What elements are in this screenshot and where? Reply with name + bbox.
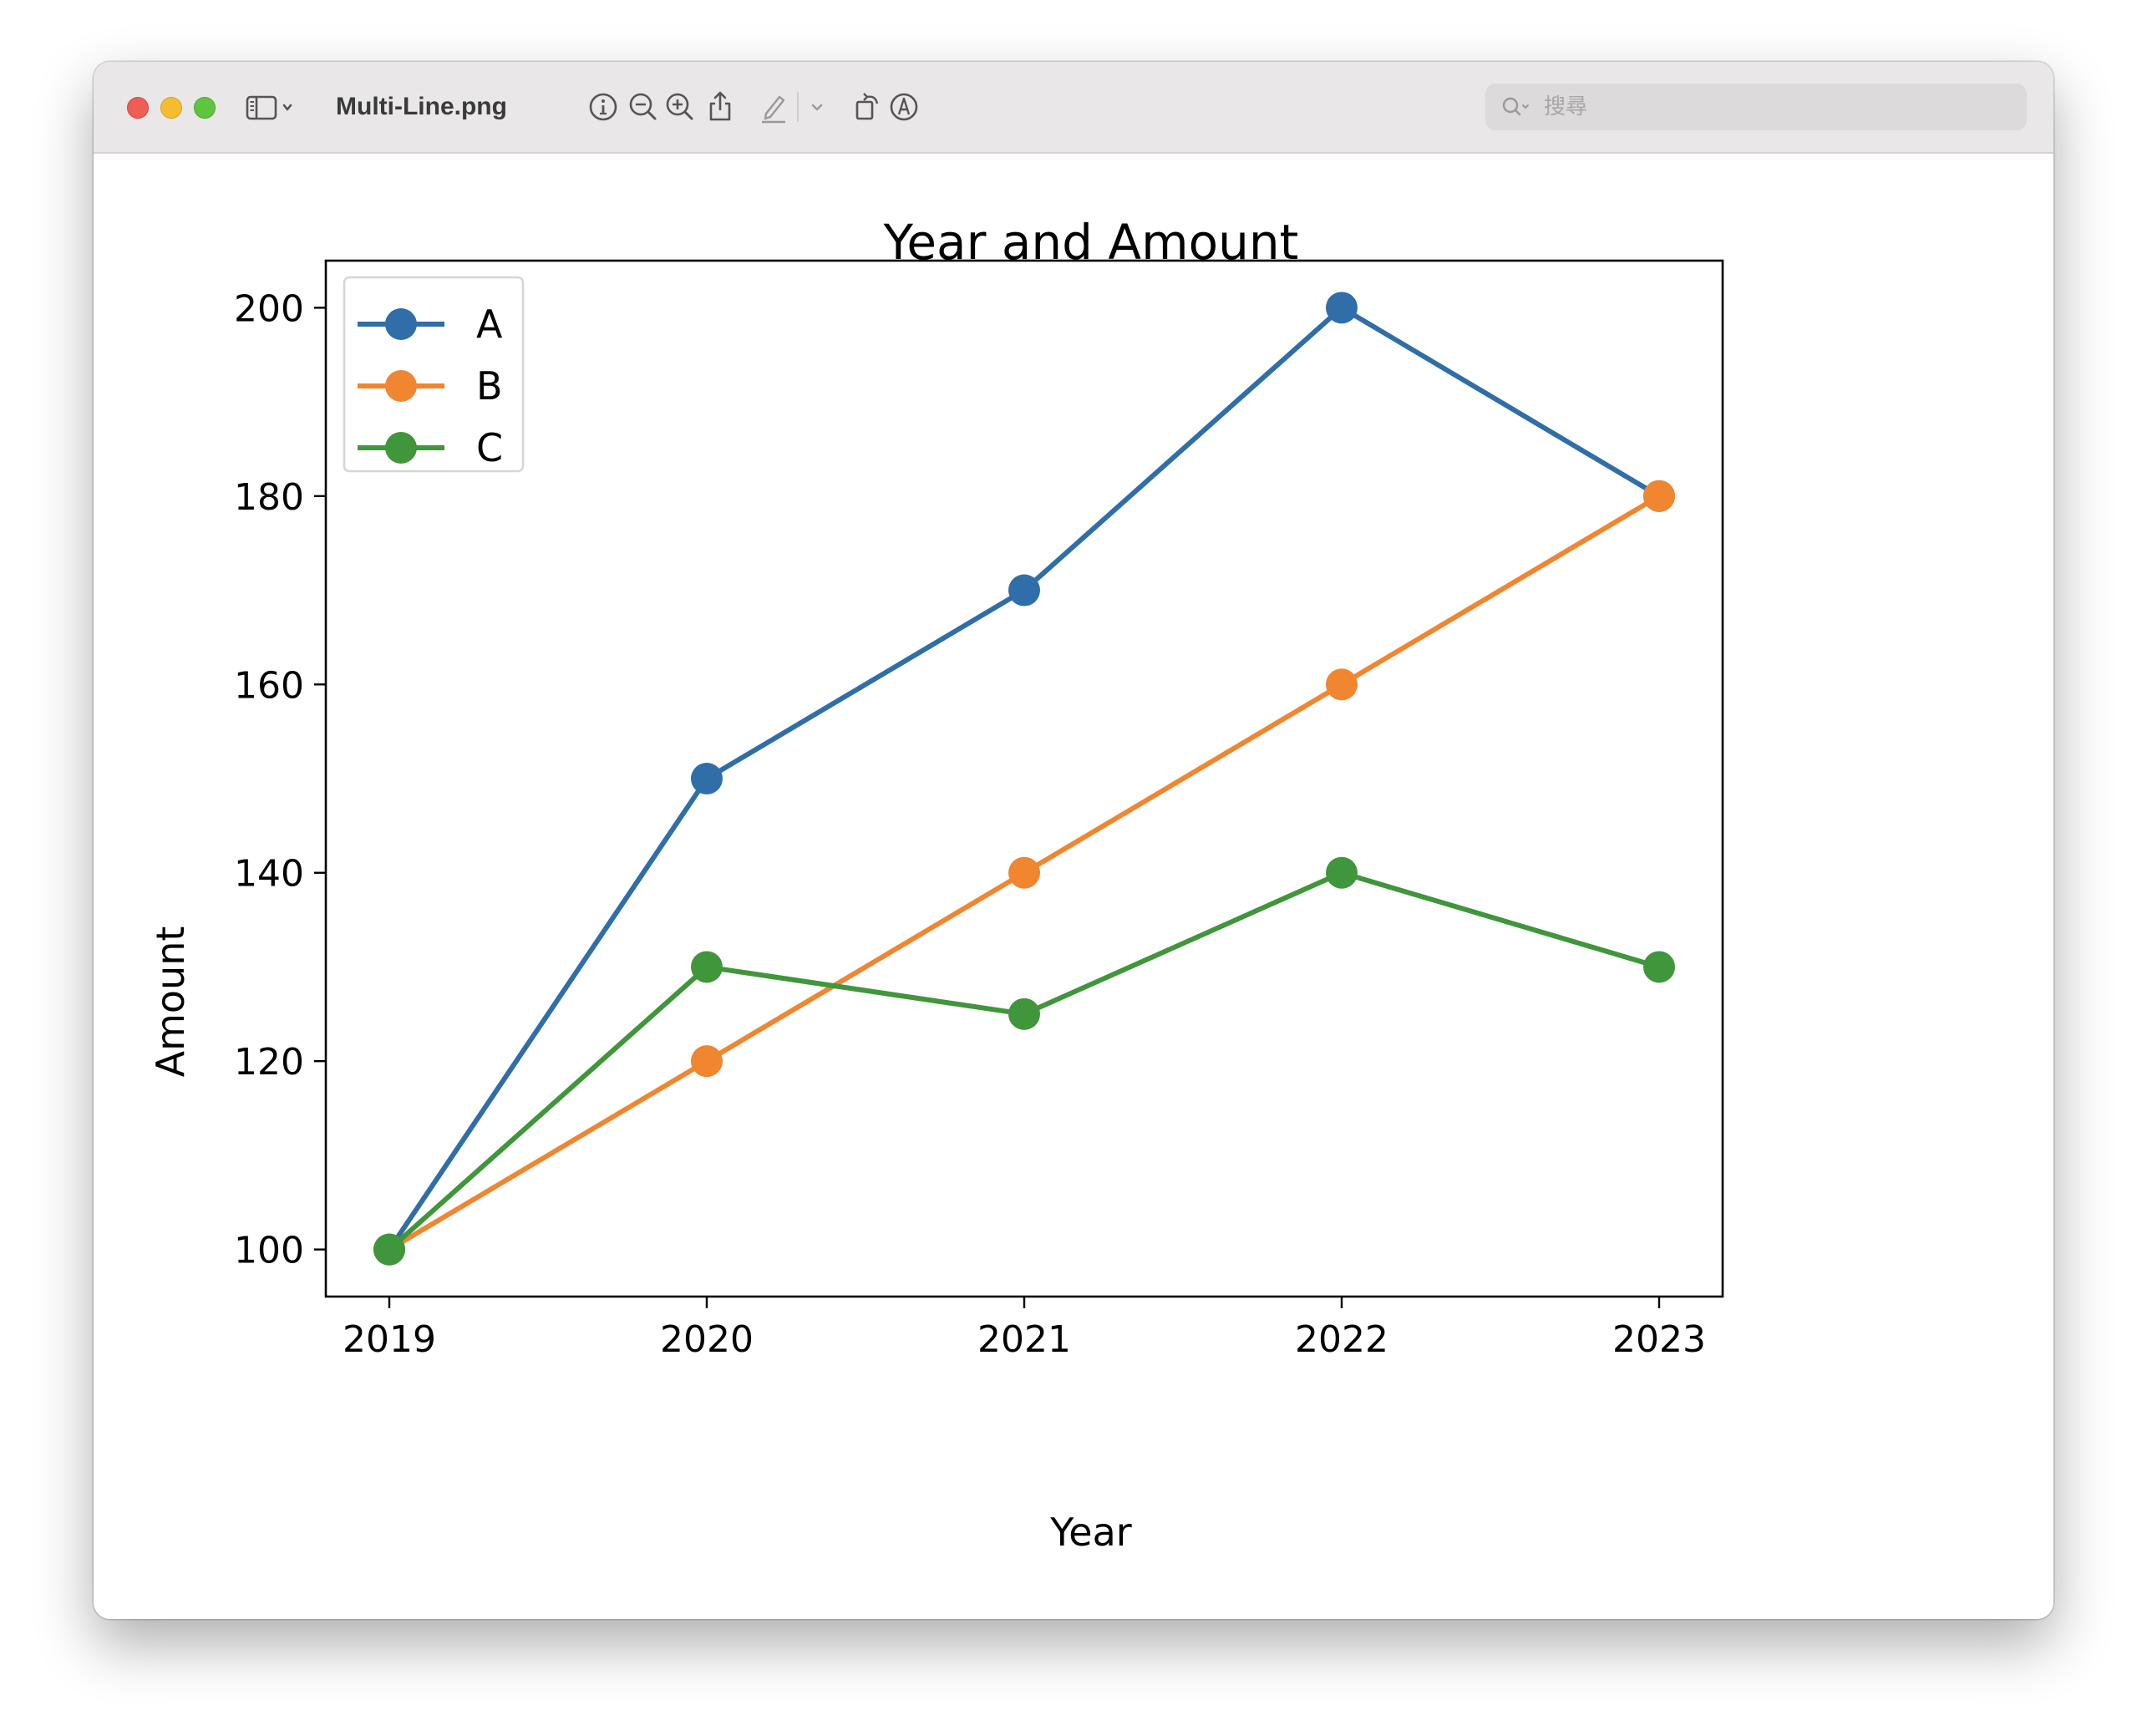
legend-label-b: B — [476, 363, 503, 409]
sidebar-toggle-button[interactable] — [242, 85, 301, 129]
rotate-icon — [855, 93, 879, 120]
chart-title: Year and Amount — [883, 214, 1299, 271]
minimize-window-button[interactable] — [160, 97, 182, 119]
legend-label-c: C — [476, 425, 503, 470]
toolbar-separator — [797, 92, 799, 122]
legend-marker-b — [385, 370, 417, 402]
zoom-window-button[interactable] — [194, 97, 216, 119]
search-icon — [1502, 97, 1529, 116]
x-axis-label: Year — [1049, 1510, 1131, 1555]
zoom-in-button[interactable] — [658, 85, 702, 129]
plot-frame — [324, 259, 1724, 1298]
annotate-button[interactable] — [882, 85, 926, 129]
chevron-down-icon — [811, 104, 823, 111]
rotate-button[interactable] — [845, 85, 889, 129]
annotate-icon — [890, 93, 918, 121]
series-line-a — [387, 305, 1661, 1251]
share-icon — [709, 91, 731, 121]
x-tick-label: 2022 — [1295, 1318, 1388, 1361]
share-button[interactable] — [698, 85, 742, 129]
search-placeholder: 搜尋 — [1544, 94, 1588, 119]
zoom-in-icon — [666, 93, 693, 120]
y-tick-label: 120 — [234, 1041, 304, 1084]
data-point-c — [373, 1233, 405, 1266]
zoom-out-icon — [629, 93, 657, 120]
close-window-button[interactable] — [127, 97, 149, 119]
data-point-b — [1008, 856, 1040, 889]
info-icon — [589, 93, 617, 121]
title-bar: Multi-Line.png — [94, 62, 2053, 154]
y-tick-label: 180 — [234, 476, 304, 519]
markup-button[interactable] — [752, 85, 795, 129]
x-tick-label: 2023 — [1612, 1318, 1706, 1361]
image-canvas: Year and Amount Amount Year 100 120 140 160… — [94, 154, 2053, 1619]
y-tick-label: 100 — [234, 1230, 304, 1272]
window-title: Multi-Line.png — [336, 93, 507, 120]
y-tick-label: 140 — [234, 853, 304, 896]
x-tick-label: 2019 — [343, 1318, 436, 1361]
data-point-c — [1643, 951, 1675, 983]
info-button[interactable] — [581, 85, 625, 129]
x-tick-label: 2021 — [977, 1318, 1071, 1361]
line-chart: Year and Amount Amount Year 100 120 140 160… — [148, 214, 1724, 1555]
markup-menu-button[interactable] — [800, 85, 834, 129]
legend-marker-c — [385, 432, 417, 464]
legend-marker-a — [385, 308, 417, 340]
search-field[interactable]: 搜尋 — [1485, 84, 2027, 130]
legend-label-a: A — [476, 302, 503, 347]
series-line-c — [388, 870, 1660, 1251]
zoom-out-button[interactable] — [622, 85, 665, 129]
markup-pen-icon — [762, 95, 785, 124]
y-tick-label: 160 — [234, 664, 304, 707]
data-point-b — [691, 1045, 723, 1078]
x-tick-label: 2020 — [660, 1318, 754, 1361]
data-point-b — [1643, 480, 1675, 512]
data-point-c — [1008, 997, 1040, 1030]
data-point-b — [1326, 668, 1358, 701]
data-point-a — [1008, 574, 1040, 607]
y-axis-label: Amount — [148, 926, 193, 1078]
preview-window: Multi-Line.png — [94, 62, 2053, 1619]
data-point-c — [691, 951, 723, 983]
y-tick-label: 200 — [234, 287, 304, 330]
data-point-c — [1326, 856, 1358, 889]
data-point-a — [1326, 292, 1358, 324]
data-point-a — [691, 763, 723, 794]
sidebar-icon — [246, 95, 292, 120]
